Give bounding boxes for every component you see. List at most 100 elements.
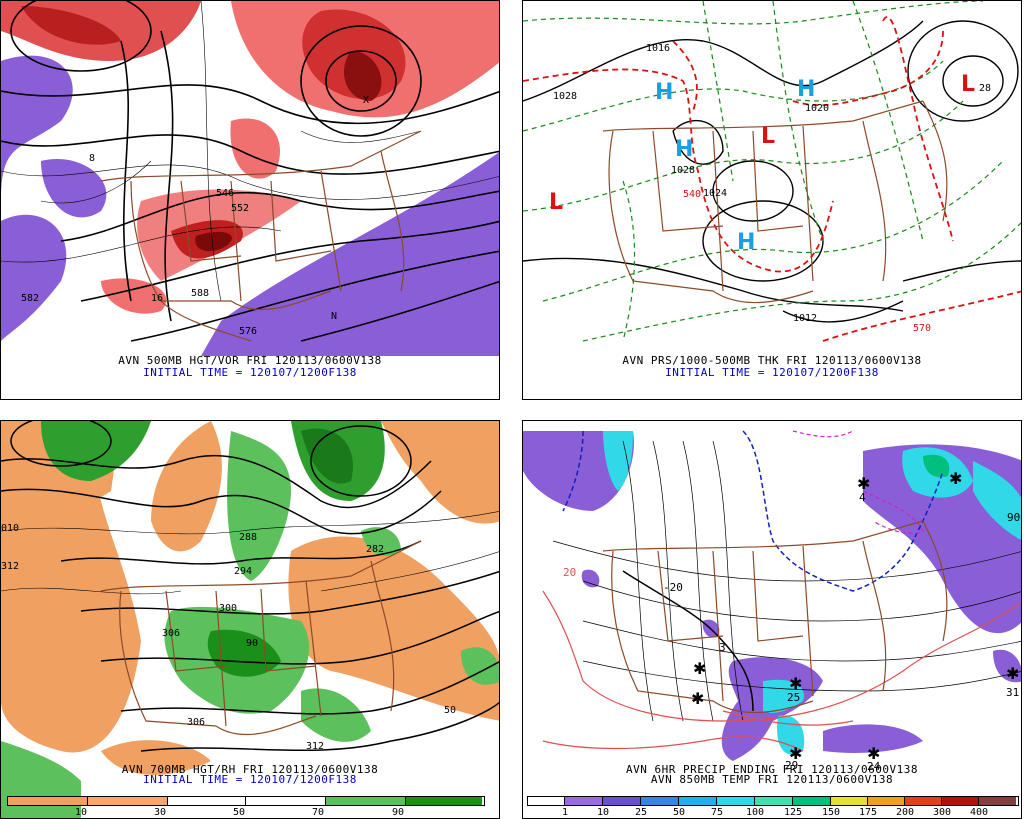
precip-label: 31 [1006,686,1019,699]
isobar-label: 28 [979,83,991,94]
scale-swatch [168,797,246,805]
scale-swatch [979,797,1016,805]
contour-label: 306 [187,717,205,728]
panel-precip-850mb-temp: ✱ ✱ ✱ ✱ ✱ ✱ ✱ ✱ 25 29 24 31 3 4 90 -20 2… [522,420,1022,819]
map-700mb: 282 288 294 300 306 312 306 50 90 010 31… [1,421,499,818]
scale-swatch [8,797,88,805]
high-pressure-center: H [737,230,755,255]
svg-text:✱: ✱ [949,469,962,488]
contour-label: 282 [366,544,384,555]
scale-swatch [326,797,406,805]
svg-text:✱: ✱ [789,744,802,763]
caption-initial-time: INITIAL TIME = 120107/1200F138 [665,366,879,379]
precip-label: 29 [785,759,798,772]
scale-swatch [528,797,565,805]
precip-label: 4 [859,491,866,504]
scale-swatch [246,797,326,805]
map-500mb: 546 552 576 582 588 8 16 N X [1,1,499,356]
precip-label: 3 [719,641,726,654]
scale-tick: 50 [232,807,246,818]
scale-tick: 10 [74,807,88,818]
scale-swatch [942,797,979,805]
contour-label: 588 [191,288,209,299]
precip-label: 90 [1007,511,1020,524]
scale-tick: 125 [783,807,803,818]
panel-500mb-height-vorticity: 546 552 576 582 588 8 16 N X AVN 500MB H… [0,0,500,400]
isobar-label: 1028 [671,165,695,176]
contour-label: 576 [239,326,257,337]
scale-swatch [868,797,905,805]
contour-label: 306 [162,628,180,639]
temp-label: -20 [663,581,683,594]
vorticity-marker: X [363,95,369,106]
contour-label: 546 [216,188,234,199]
contour-label: 312 [306,741,324,752]
caption-product: AVN 500MB HGT/VOR FRI 120113/0600V138 [118,354,382,367]
scale-tick: 100 [745,807,765,818]
caption-product: AVN 700MB HGT/RH FRI 120113/0600V138 [121,763,379,776]
svg-text:✱: ✱ [691,689,704,708]
scale-tick: 400 [969,807,989,818]
thickness-label: 570 [913,323,931,334]
scale-swatch [641,797,679,805]
contour-label: 16 [151,293,163,304]
contour-label: 300 [219,603,237,614]
scale-tick: 30 [153,807,167,818]
scale-tick: 50 [672,807,686,818]
scale-swatch [565,797,603,805]
low-pressure-center: L [549,190,563,215]
svg-text:✱: ✱ [1006,664,1019,683]
rh-color-scale [7,796,485,806]
precip-label: 24 [867,760,881,773]
scale-tick: 150 [821,807,841,818]
caption-product: AVN 6HR PRECIP ENDING FRI 120113/0600V13… [625,763,919,776]
contour-label: 010 [1,523,19,534]
contour-label: 312 [1,561,19,572]
caption-temperature: AVN 850MB TEMP FRI 120113/0600V138 [650,773,894,786]
high-pressure-center: H [655,80,673,105]
panel-pressure-thickness: H H H H L L L 1028 1020 1028 1012 1024 1… [522,0,1022,400]
contour-label: 582 [21,293,39,304]
high-pressure-center: H [797,77,815,102]
scale-swatch [905,797,942,805]
svg-text:✱: ✱ [857,474,870,493]
caption-initial-time: INITIAL TIME = 120107/1200F138 [143,366,357,379]
svg-text:✱: ✱ [693,659,706,678]
vorticity-marker: N [331,311,337,322]
scale-swatch [793,797,831,805]
scale-tick: 90 [391,807,405,818]
map-precip: ✱ ✱ ✱ ✱ ✱ ✱ ✱ ✱ 25 29 24 31 3 4 90 -20 2… [523,430,1021,773]
map-pressure: H H H H L L L 1028 1020 1028 1012 1024 1… [523,1,1021,342]
panel-700mb-height-rh: 282 288 294 300 306 312 306 50 90 010 31… [0,420,500,819]
scale-tick: 300 [932,807,952,818]
scale-swatch [831,797,868,805]
svg-text:✱: ✱ [789,674,802,693]
scale-tick: 70 [311,807,325,818]
contour-label: 552 [231,203,249,214]
low-pressure-center: L [761,124,775,149]
precip-label: 25 [787,691,800,704]
isobar-label: 1028 [553,91,577,102]
rh-label: 90 [246,638,258,649]
rh-label: 50 [444,705,456,716]
scale-swatch [406,797,482,805]
contour-label: 294 [234,566,252,577]
scale-swatch [88,797,168,805]
scale-tick: 75 [710,807,724,818]
high-pressure-center: H [675,137,693,162]
scale-swatch [717,797,755,805]
caption-product: AVN PRS/1000-500MB THK FRI 120113/0600V1… [622,354,922,367]
isobar-label: 1016 [646,43,670,54]
thickness-label: 540 [683,189,701,200]
contour-label: 8 [89,153,95,164]
temp-label: 20 [563,566,576,579]
svg-text:✱: ✱ [867,744,880,763]
caption-initial-time: INITIAL TIME = 120107/1200F138 [143,773,357,786]
scale-tick: 25 [634,807,648,818]
scale-tick: 10 [596,807,610,818]
scale-tick: 1 [561,807,569,818]
scale-swatch [603,797,641,805]
precip-color-scale [527,796,1019,806]
isobar-label: 1024 [703,188,727,199]
scale-swatch [679,797,717,805]
